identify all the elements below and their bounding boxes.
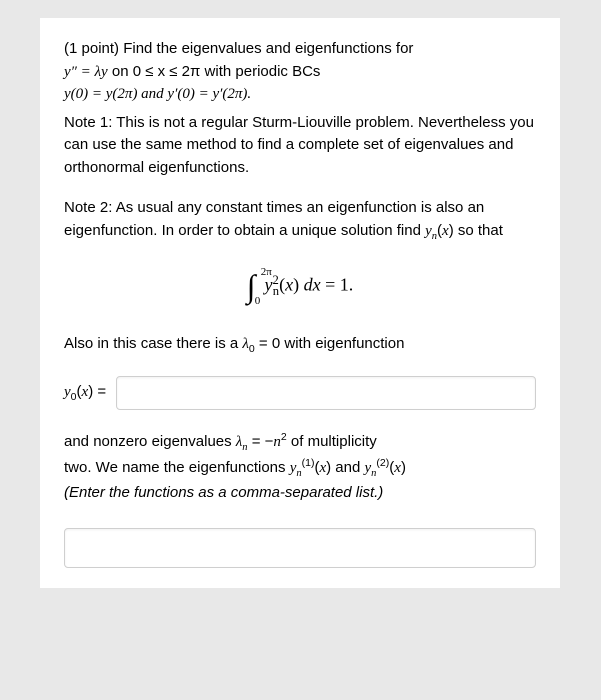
- problem-domain: on 0 ≤ x ≤ 2π with periodic BCs: [108, 63, 321, 80]
- problem-eqn: y″ = λy: [64, 64, 108, 80]
- zero-eigenvalue-text: Also in this case there is a λ0 = 0 with…: [64, 333, 536, 358]
- note-2-text: Note 2: As usual any constant times an e…: [64, 199, 503, 239]
- points-label: (1 point): [64, 40, 123, 57]
- note-2: Note 2: As usual any constant times an e…: [64, 197, 536, 244]
- problem-card: (1 point) Find the eigenvalues and eigen…: [40, 18, 560, 588]
- problem-line1: Find the eigenvalues and eigenfunctions …: [123, 40, 413, 57]
- problem-bcs: y(0) = y(2π) and y′(0) = y′(2π).: [64, 86, 251, 102]
- nonzero-eigenvalues-text: and nonzero eigenvalues λn = −n2 of mult…: [64, 430, 536, 504]
- y0-input-row: y0(x) =: [64, 376, 536, 410]
- problem-statement: (1 point) Find the eigenvalues and eigen…: [64, 38, 536, 106]
- entry-hint: (Enter the functions as a comma-separate…: [64, 484, 383, 501]
- y0-input[interactable]: [116, 376, 536, 410]
- integral-lower: 0: [255, 295, 261, 307]
- y0-label: y0(x) =: [64, 383, 106, 403]
- normalization-integral: ∫ 2π 0 y2n(x) dx = 1.: [64, 268, 536, 305]
- integral-sign-icon: ∫ 2π 0: [247, 268, 256, 305]
- integral-upper: 2π: [261, 266, 272, 278]
- note-1: Note 1: This is not a regular Sturm-Liou…: [64, 112, 536, 180]
- eigenfunctions-input[interactable]: [64, 528, 536, 568]
